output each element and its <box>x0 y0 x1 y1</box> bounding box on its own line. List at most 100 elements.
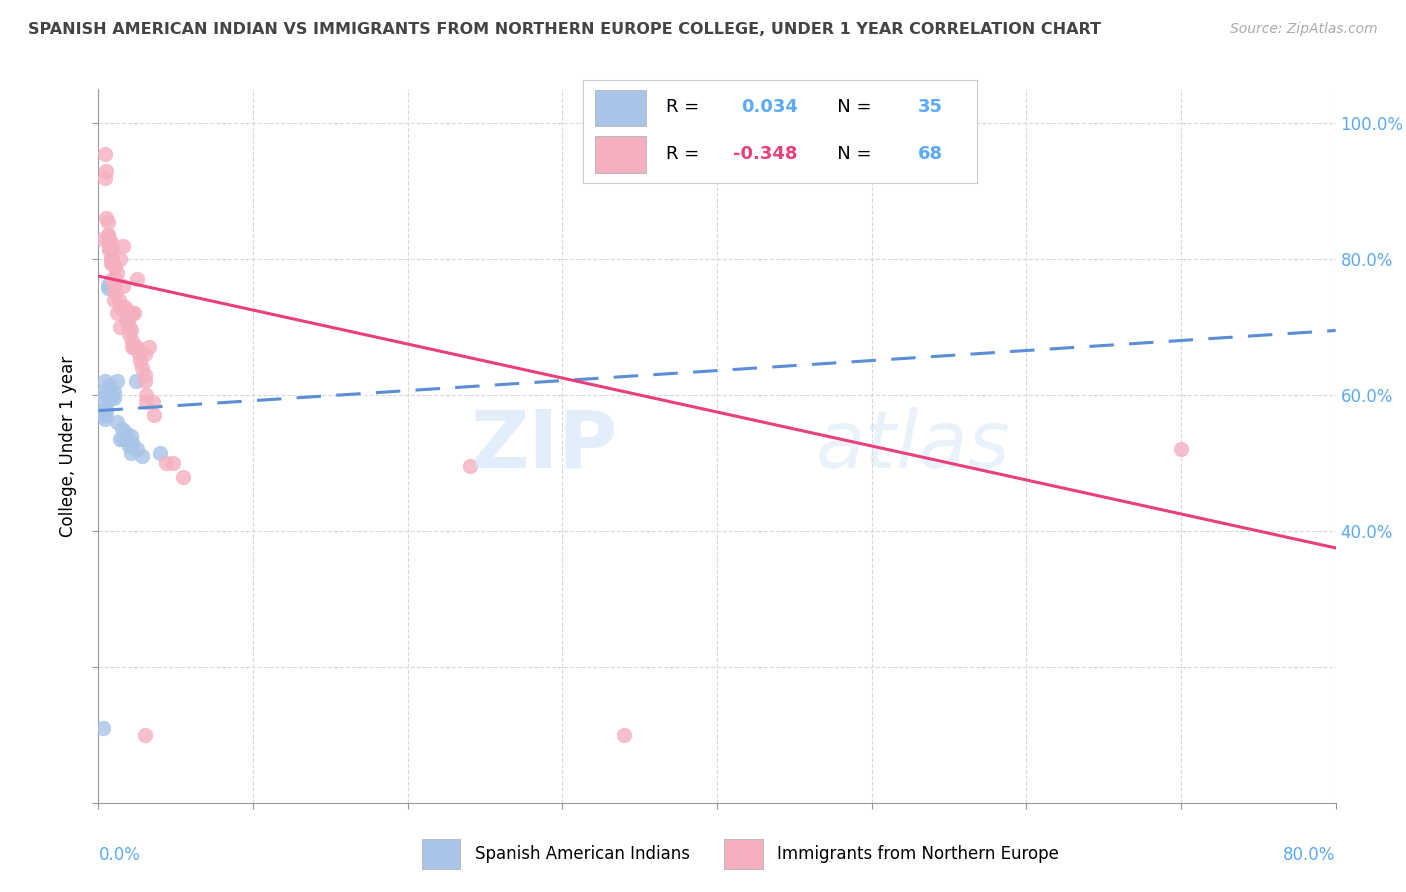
Point <box>91 384 114 399</box>
Point <box>112 300 135 314</box>
Point <box>91 405 114 419</box>
Point <box>104 259 127 273</box>
Point <box>127 272 149 286</box>
Y-axis label: College, Under 1 year: College, Under 1 year <box>59 355 77 537</box>
Point <box>143 409 166 423</box>
Point <box>101 272 124 286</box>
Point <box>100 252 122 266</box>
Point <box>129 354 152 368</box>
Point <box>100 252 122 266</box>
Point <box>120 323 142 337</box>
Point <box>97 277 120 292</box>
Point <box>134 368 156 382</box>
Text: N =: N = <box>820 145 877 162</box>
Point <box>121 435 143 450</box>
Point <box>613 728 636 742</box>
Text: -0.348: -0.348 <box>733 145 797 162</box>
Point <box>117 306 139 320</box>
Point <box>104 286 127 301</box>
Point <box>112 279 135 293</box>
Point <box>107 293 129 307</box>
Point <box>112 432 135 446</box>
Text: N =: N = <box>820 98 877 117</box>
Point <box>98 384 121 399</box>
Point <box>138 341 160 355</box>
Text: 68: 68 <box>918 145 943 162</box>
Point <box>93 170 115 185</box>
Point <box>115 313 138 327</box>
Text: R =: R = <box>666 98 711 117</box>
Point <box>105 306 128 320</box>
Point <box>162 456 184 470</box>
Point <box>114 300 136 314</box>
Point <box>101 242 124 256</box>
Point <box>124 375 146 389</box>
Point <box>100 235 122 249</box>
Point <box>108 252 131 266</box>
Point <box>105 375 128 389</box>
Point <box>120 429 142 443</box>
FancyBboxPatch shape <box>595 136 647 173</box>
Point <box>131 360 153 375</box>
Point <box>96 409 118 423</box>
Point <box>135 394 157 409</box>
Point <box>134 728 156 742</box>
Point <box>127 442 149 457</box>
Point <box>1170 442 1192 457</box>
Point <box>98 235 121 249</box>
Point <box>97 280 120 294</box>
Point <box>105 415 128 429</box>
Point <box>121 334 143 348</box>
Point <box>93 146 115 161</box>
Point <box>105 266 128 280</box>
Point <box>91 409 114 423</box>
Point <box>127 341 149 355</box>
Point <box>101 252 124 266</box>
Text: ZIP: ZIP <box>471 407 619 485</box>
Point <box>108 300 131 314</box>
Text: Spanish American Indians: Spanish American Indians <box>475 845 689 863</box>
Point <box>117 313 139 327</box>
Text: 0.034: 0.034 <box>741 98 797 117</box>
Point <box>122 341 145 355</box>
Point <box>100 384 122 399</box>
Point <box>122 306 145 320</box>
Point <box>111 422 134 436</box>
Point <box>128 347 150 361</box>
Point <box>135 388 157 402</box>
Point <box>458 459 481 474</box>
Point <box>155 456 177 470</box>
Point <box>108 432 131 446</box>
FancyBboxPatch shape <box>422 839 461 869</box>
Point <box>103 293 125 307</box>
Point <box>103 259 125 273</box>
Point <box>93 401 115 416</box>
Point <box>103 392 125 406</box>
Point <box>101 255 124 269</box>
Point <box>96 163 118 178</box>
Point <box>134 347 156 361</box>
Point <box>173 469 195 483</box>
Point <box>100 392 122 406</box>
Point <box>115 432 138 446</box>
Point <box>114 425 136 440</box>
Text: 0.0%: 0.0% <box>98 846 141 863</box>
Point <box>96 401 118 416</box>
Point <box>98 235 121 249</box>
Point <box>98 242 121 256</box>
FancyBboxPatch shape <box>724 839 763 869</box>
Point <box>101 388 124 402</box>
Point <box>112 238 135 252</box>
Point <box>118 320 141 334</box>
Point <box>96 211 118 226</box>
Point <box>118 326 141 341</box>
Point <box>103 279 125 293</box>
Text: SPANISH AMERICAN INDIAN VS IMMIGRANTS FROM NORTHERN EUROPE COLLEGE, UNDER 1 YEAR: SPANISH AMERICAN INDIAN VS IMMIGRANTS FR… <box>28 22 1101 37</box>
Point <box>104 272 127 286</box>
Point <box>131 449 153 463</box>
Point <box>108 320 131 334</box>
Point <box>142 394 165 409</box>
Point <box>149 446 172 460</box>
Text: R =: R = <box>666 145 706 162</box>
Point <box>121 306 143 320</box>
